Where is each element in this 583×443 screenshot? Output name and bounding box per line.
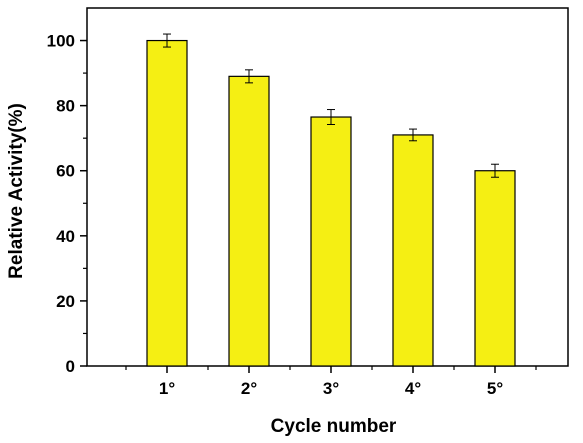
x-tick-label: 3° — [323, 379, 339, 398]
error-bar — [245, 69, 253, 84]
y-tick-label: 80 — [56, 97, 75, 116]
x-tick-label: 2° — [241, 379, 257, 398]
bar — [474, 170, 516, 367]
bar — [146, 39, 188, 367]
bars-group — [146, 39, 516, 367]
y-tick-label: 20 — [56, 292, 75, 311]
y-tick-label: 60 — [56, 162, 75, 181]
error-bar — [327, 109, 335, 126]
y-axis-title: Relative Activity(%) — [6, 103, 27, 279]
bar — [392, 134, 434, 367]
error-bar — [163, 33, 171, 48]
error-bar — [491, 163, 499, 178]
x-axis: 1° 2° 3° 4° 5° — [125, 366, 537, 398]
y-tick-label: 0 — [66, 357, 75, 376]
y-axis: 0 20 40 60 80 100 — [47, 32, 87, 376]
error-bar — [409, 128, 417, 142]
x-axis-title: Cycle number — [271, 416, 397, 437]
x-tick-label: 4° — [405, 379, 421, 398]
y-tick-label: 100 — [47, 32, 75, 51]
error-bars-group — [163, 33, 499, 178]
x-tick-label: 5° — [487, 379, 503, 398]
bar — [310, 116, 352, 367]
bar — [228, 75, 270, 367]
x-tick-label: 1° — [159, 379, 175, 398]
y-tick-label: 40 — [56, 227, 75, 246]
